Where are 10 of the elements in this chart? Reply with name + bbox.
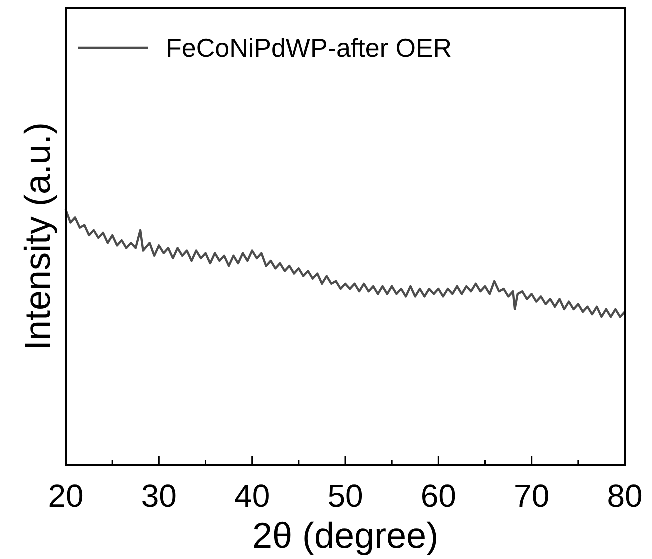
x-tick-label: 20 bbox=[48, 478, 84, 514]
x-tick-label: 50 bbox=[328, 478, 364, 514]
x-axis-title: 2θ (degree) bbox=[252, 515, 439, 556]
x-tick-label: 60 bbox=[420, 478, 456, 514]
x-tick-label: 30 bbox=[141, 478, 177, 514]
x-tick-label: 70 bbox=[514, 478, 550, 514]
x-tick-label: 80 bbox=[607, 478, 643, 514]
legend-label: FeCoNiPdWP-after OER bbox=[166, 33, 452, 63]
x-tick-label: 40 bbox=[234, 478, 270, 514]
y-axis-title: Intensity (a.u.) bbox=[17, 122, 58, 351]
